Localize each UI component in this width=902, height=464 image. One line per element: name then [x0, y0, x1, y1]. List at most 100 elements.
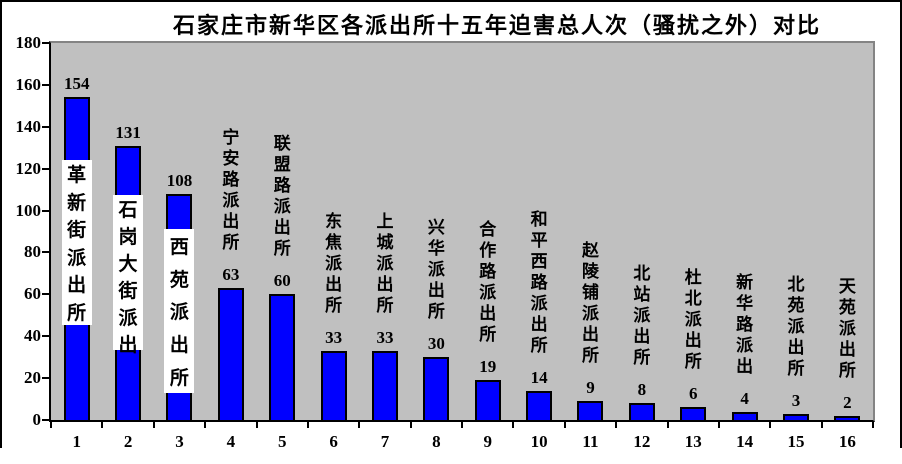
x-axis-tick-label: 1: [72, 432, 81, 451]
label-char: 派: [787, 317, 805, 336]
label-char: 派: [838, 319, 856, 338]
label-char: 苑: [838, 298, 856, 317]
x-axis-tick-mark: [769, 422, 772, 428]
label-char: 派: [736, 336, 754, 355]
x-axis-tick-label: 8: [432, 432, 441, 451]
chart-title: 石家庄市新华区各派出所十五年迫害总人次（骚扰之外）对比: [172, 13, 821, 38]
label-char: 街: [67, 220, 87, 242]
label-char: 出: [67, 275, 87, 297]
bar-category-label: 兴华派出所: [425, 217, 447, 322]
bar-category-label: 北苑派出所: [785, 274, 807, 379]
bar-value-label: 4: [740, 389, 749, 408]
bar-category-label: 天苑派出所: [836, 276, 858, 381]
y-axis-tick-label: 140: [15, 116, 42, 136]
bar-category-label: 东焦派出所: [323, 211, 345, 316]
x-axis-tick-label: 4: [226, 432, 236, 451]
label-char: 出: [376, 275, 394, 294]
x-axis-tick-label: 14: [736, 432, 754, 451]
x-axis-tick-mark: [409, 422, 412, 428]
label-char: 出: [273, 218, 291, 237]
label-char: 所: [787, 359, 805, 378]
label-char: 铺: [581, 283, 599, 302]
label-char: 所: [530, 336, 548, 355]
y-axis-tick-mark: [42, 42, 49, 44]
x-axis-tick-mark: [461, 422, 463, 428]
label-char: 出: [325, 275, 343, 294]
label-char: 革: [67, 165, 87, 187]
label-char: 出: [427, 281, 445, 300]
label-char: 北: [787, 275, 805, 294]
label-char: 派: [169, 302, 189, 324]
y-axis-tick-label: 60: [24, 284, 41, 304]
label-char: 所: [427, 302, 445, 321]
bar-value-label: 63: [222, 265, 240, 284]
bar-category-label: 新华路派出: [734, 272, 756, 377]
bar-category-label: 西苑派出所: [164, 229, 195, 393]
y-axis-tick-label: 20: [24, 368, 41, 388]
bar-category-label: 上城派出所: [374, 211, 396, 316]
label-char: 派: [633, 306, 651, 325]
label-char: 赵: [581, 241, 599, 260]
label-char: 所: [222, 233, 240, 252]
x-axis-tick-label: 6: [329, 432, 338, 451]
x-axis-tick-mark: [820, 422, 823, 428]
plot-area: 154 革新街派出所 131 石岗大街派出 108 西苑派出所 63 宁安路派出所 60 联盟路派…: [49, 41, 875, 422]
label-char: 路: [273, 176, 291, 195]
bar-10: [526, 391, 553, 420]
label-char: 岗: [118, 227, 138, 248]
label-char: 联: [273, 134, 291, 153]
label-char: 所: [376, 296, 394, 315]
bar-category-label: 革新街派出所: [61, 160, 92, 325]
label-char: 所: [581, 346, 599, 365]
bar-category-label: 石岗大街派出: [113, 195, 144, 356]
label-char: 出: [581, 325, 599, 344]
bar-value-label: 33: [376, 328, 394, 347]
bar-category-label: 北站派出所: [631, 263, 653, 368]
y-axis-tick-label: 0: [32, 410, 42, 429]
label-char: 苑: [169, 269, 189, 291]
bar-6: [320, 351, 347, 420]
label-char: 路: [530, 273, 548, 292]
bar-category-label: 宁安路派出所: [220, 127, 242, 253]
label-char: 出: [530, 315, 548, 334]
bar-16: [834, 416, 861, 420]
x-axis-tick-mark: [358, 422, 361, 428]
label-char: 派: [325, 254, 343, 273]
bar-8: [423, 357, 450, 420]
label-char: 路: [736, 315, 754, 334]
x-axis-tick-mark: [563, 422, 566, 428]
label-char: 华: [736, 294, 754, 313]
label-char: 派: [67, 247, 87, 269]
label-char: 出: [838, 340, 856, 359]
label-char: 出: [169, 335, 189, 357]
label-char: 华: [427, 239, 445, 258]
label-char: 所: [838, 361, 856, 380]
label-char: 所: [633, 348, 651, 367]
label-char: 作: [479, 241, 497, 260]
y-axis-tick-label: 160: [15, 74, 42, 94]
x-axis-tick-mark: [615, 422, 618, 428]
y-axis-tick-mark: [42, 251, 49, 254]
label-char: 所: [325, 296, 343, 315]
bar-14: [731, 412, 758, 420]
x-axis-tick-label: 10: [530, 432, 548, 451]
y-axis-tick-mark: [42, 83, 49, 86]
label-char: 天: [838, 277, 856, 296]
x-axis-tick-label: 16: [838, 432, 856, 451]
label-char: 杜: [684, 268, 702, 287]
x-axis-tick-label: 2: [123, 432, 133, 451]
y-axis-tick-label: 180: [15, 33, 42, 52]
bar-11: [577, 401, 604, 420]
label-char: 苑: [787, 296, 805, 315]
label-char: 出: [684, 331, 702, 350]
label-char: 焦: [325, 233, 343, 252]
y-axis-tick-mark: [42, 209, 49, 212]
y-axis-tick-label: 80: [24, 242, 41, 262]
x-axis-tick-mark: [306, 422, 309, 428]
x-axis-tick-label: 3: [175, 432, 184, 451]
label-char: 出: [222, 212, 240, 231]
bar-value-label: 60: [273, 271, 291, 290]
label-char: 北: [633, 264, 651, 283]
bar-12: [628, 403, 655, 420]
